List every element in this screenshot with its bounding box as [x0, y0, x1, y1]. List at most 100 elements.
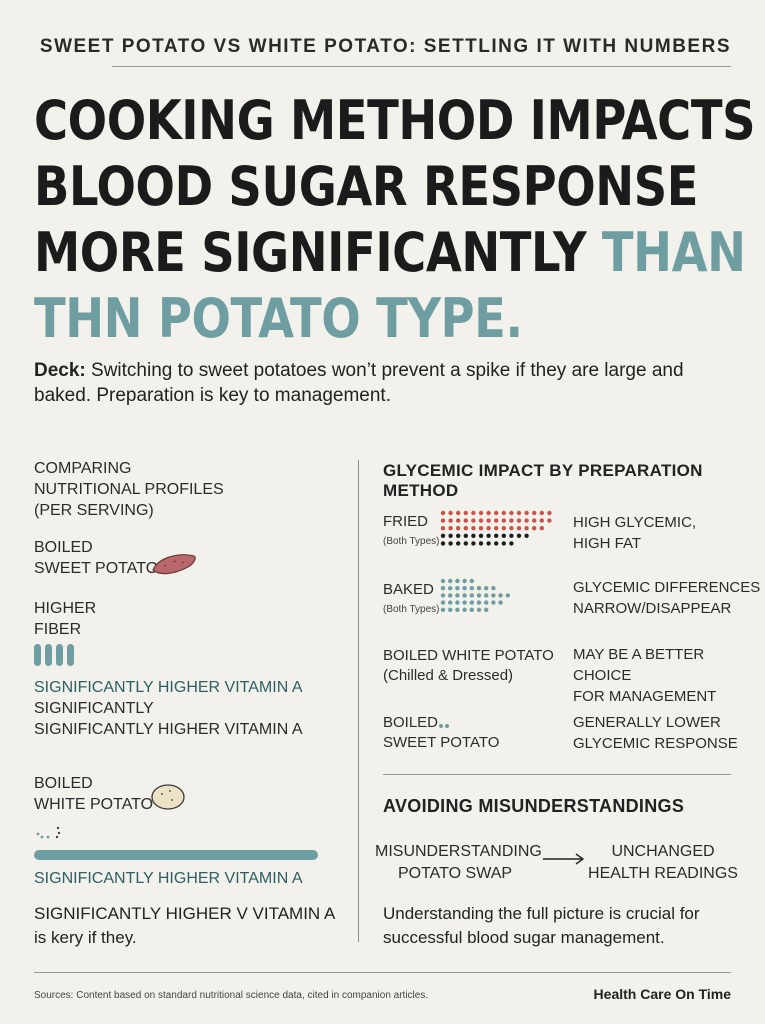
- fiber-label-line: FIBER: [34, 621, 82, 638]
- dot: [440, 533, 446, 538]
- flow-right-line: HEALTH READINGS: [588, 865, 738, 882]
- row-boiled-white-label: BOILED WHITE POTATO (Chilled & Dressed): [383, 646, 554, 686]
- white-note-line: is kery if they.: [34, 928, 137, 947]
- fiber-indicator: [34, 644, 78, 671]
- dot: [505, 593, 510, 598]
- dot: [455, 607, 460, 612]
- headline-dark: COOKING METHOD IMPACTS BLOOD SUGAR RESPO…: [34, 89, 756, 284]
- dot: [478, 526, 484, 531]
- dot: [498, 593, 503, 598]
- dot: [462, 607, 467, 612]
- bottom-rule: [34, 972, 731, 973]
- dot: [440, 510, 446, 516]
- flow-right: UNCHANGED HEALTH READINGS: [588, 841, 738, 885]
- dot: [547, 510, 552, 516]
- small-dots-icon: [36, 826, 61, 839]
- dot: [448, 586, 453, 591]
- dot: [469, 578, 474, 584]
- dot: [491, 586, 496, 591]
- dot: [501, 526, 506, 531]
- flow-left-line: MISUNDERSTANDING: [375, 843, 542, 860]
- row-baked-desc: GLYCEMIC DIFFERENCES NARROW/DISAPPEAR: [573, 577, 760, 619]
- dot: [532, 518, 537, 523]
- dot: [494, 541, 499, 546]
- dot: [516, 526, 522, 531]
- arrow-right-icon: [543, 853, 585, 865]
- flow-right-line: UNCHANGED: [611, 843, 715, 860]
- flow-left-line: POTATO SWAP: [397, 865, 513, 882]
- white-label-line: WHITE POTATO: [34, 796, 154, 813]
- white-vitamin-text: SIGNIFICANTLY HIGHER VITAMIN A: [34, 870, 303, 887]
- dot: [524, 526, 529, 531]
- row-desc-line: FOR MANAGEMENT: [573, 688, 717, 705]
- dot: [478, 510, 484, 516]
- fiber-pill: [34, 644, 41, 666]
- dot: [498, 600, 503, 605]
- dot: [448, 526, 453, 531]
- dot: [462, 600, 467, 605]
- boiled-sweet-dots: [439, 724, 449, 728]
- dot: [478, 518, 484, 523]
- row-fried-label: FRIED (Both Types): [383, 512, 440, 552]
- dot: [463, 533, 468, 538]
- dot: [455, 578, 460, 584]
- dot: [516, 533, 522, 538]
- fiber-label-line: HIGHER: [34, 600, 97, 617]
- dot: [484, 593, 489, 598]
- fiber-pill: [56, 644, 63, 666]
- dot: [484, 600, 489, 605]
- dot: [463, 541, 468, 546]
- dot: [501, 533, 506, 538]
- dot: [524, 533, 529, 538]
- row-desc-line: MAY BE A BETTER CHOICE: [573, 646, 705, 684]
- row-sublabel: (Both Types): [383, 536, 440, 547]
- fried-dot-matrix: [440, 510, 552, 546]
- top-rule: [112, 66, 731, 67]
- dot: [539, 510, 544, 516]
- fiber-pill: [45, 644, 52, 666]
- dot: [509, 541, 514, 546]
- dot: [484, 586, 489, 591]
- white-potato-icon: [151, 784, 185, 810]
- dot: [463, 526, 468, 531]
- left-heading: COMPARING NUTRITIONAL PROFILES (PER SERV…: [34, 458, 224, 521]
- white-potato-bar: [34, 850, 318, 860]
- dot: [440, 578, 446, 584]
- vitamin-a-lines: SIGNIFICANTLY HIGHER VITAMIN A SIGNIFICA…: [34, 677, 302, 740]
- dot: [469, 607, 474, 612]
- fiber-label: HIGHER FIBER: [34, 598, 96, 640]
- dot: [471, 541, 476, 546]
- dot: [501, 510, 506, 516]
- glycemic-heading: GLYCEMIC IMPACT BY PREPARATION METHOD: [383, 461, 703, 500]
- dot: [532, 510, 537, 516]
- dot: [501, 541, 506, 546]
- dot: [448, 518, 453, 523]
- dot: [478, 541, 484, 546]
- dot: [448, 578, 453, 584]
- sweet-label-line: BOILED: [34, 539, 93, 556]
- vitamin-line: SIGNIFICANTLY HIGHER VITAMIN A: [34, 679, 303, 696]
- row-fried-desc: HIGH GLYCEMIC, HIGH FAT: [573, 512, 696, 554]
- row-label-line: BOILED: [383, 714, 439, 731]
- sweet-label-line: SWEET POTATO: [34, 560, 159, 577]
- deck-text: Switching to sweet potatoes won’t preven…: [34, 360, 684, 406]
- dot: [476, 593, 482, 598]
- dot: [448, 541, 453, 546]
- dot: [469, 593, 474, 598]
- dot: [501, 518, 506, 523]
- row-sublabel: (Both Types): [383, 604, 440, 615]
- row-desc-line: GLYCEMIC RESPONSE: [573, 735, 738, 752]
- row-boiled-sweet-desc: GENERALLY LOWER GLYCEMIC RESPONSE: [573, 712, 738, 754]
- dot: [462, 578, 467, 584]
- dot: [448, 533, 453, 538]
- headline-teal: THAN THN POTATO TYPE.: [34, 221, 746, 350]
- dot: [532, 526, 537, 531]
- dot: [448, 510, 453, 516]
- dot: [456, 533, 461, 538]
- baked-dot-matrix: [440, 578, 510, 612]
- left-heading-line: (PER SERVING): [34, 502, 154, 519]
- dot: [456, 518, 461, 523]
- dot: [524, 510, 529, 516]
- row-boiled-white-desc: MAY BE A BETTER CHOICE FOR MANAGEMENT: [573, 644, 765, 707]
- dot: [440, 586, 446, 591]
